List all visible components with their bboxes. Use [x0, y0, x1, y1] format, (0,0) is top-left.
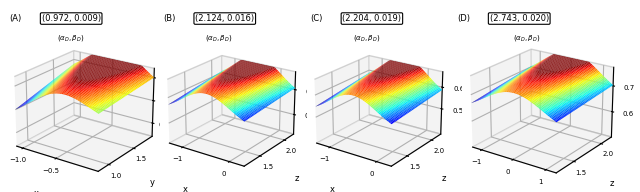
Text: (0.972, 0.009): (0.972, 0.009) — [42, 14, 100, 23]
Text: (C): (C) — [310, 14, 323, 23]
Text: (D): (D) — [458, 14, 470, 23]
Text: (B): (B) — [163, 14, 175, 23]
Text: (A): (A) — [10, 14, 22, 23]
Y-axis label: z: z — [609, 179, 614, 188]
Text: (2.204, 0.019): (2.204, 0.019) — [342, 14, 401, 23]
Y-axis label: z: z — [442, 174, 445, 183]
Text: (2.743, 0.020): (2.743, 0.020) — [490, 14, 549, 23]
X-axis label: x: x — [490, 190, 495, 192]
Text: $(\alpha_D, \beta_D)$: $(\alpha_D, \beta_D)$ — [353, 33, 380, 43]
Text: $(\alpha_D, \beta_D)$: $(\alpha_D, \beta_D)$ — [513, 33, 541, 43]
Y-axis label: z: z — [294, 174, 298, 183]
Text: (2.124, 0.016): (2.124, 0.016) — [195, 14, 254, 23]
X-axis label: x: x — [33, 189, 38, 192]
Y-axis label: y: y — [150, 178, 155, 187]
Text: $(\alpha_D, \beta_D)$: $(\alpha_D, \beta_D)$ — [205, 33, 233, 43]
Text: $(\alpha_D, \beta_D)$: $(\alpha_D, \beta_D)$ — [57, 33, 84, 43]
X-axis label: x: x — [183, 185, 188, 192]
X-axis label: x: x — [330, 185, 335, 192]
